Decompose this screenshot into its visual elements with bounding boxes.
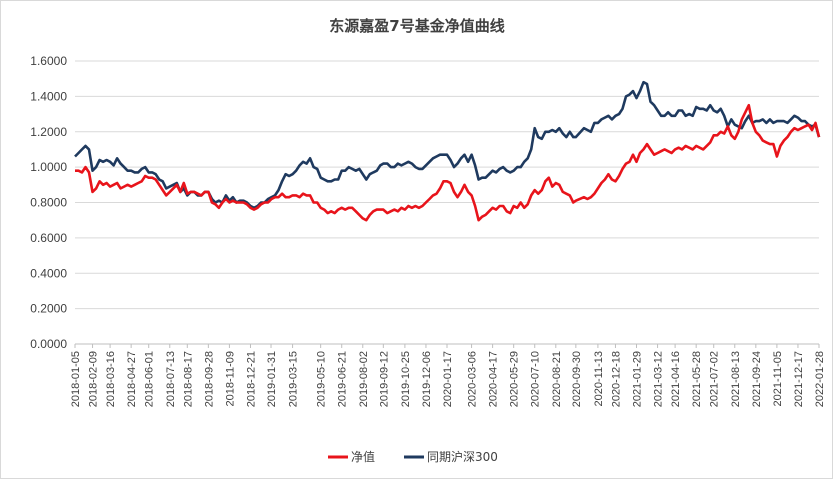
legend: 净值 同期沪深300	[328, 449, 498, 464]
y-tick-label: 0.2000	[30, 302, 67, 316]
y-tick-label: 0.0000	[30, 337, 67, 351]
y-tick-label: 0.4000	[30, 266, 67, 280]
chart-title: 东源嘉盈7号基金净值曲线	[329, 17, 504, 35]
x-tick-label: 2021-08-13	[730, 351, 742, 407]
y-tick-label: 0.6000	[30, 231, 67, 245]
legend-label-index: 同期沪深300	[427, 450, 498, 464]
x-tick-label: 2022-01-28	[814, 351, 826, 407]
x-tick-label: 2020-11-13	[593, 351, 605, 406]
x-tick-label: 2020-09-30	[571, 351, 583, 407]
x-tick-label: 2020-04-17	[488, 351, 500, 407]
x-tick-label: 2020-07-10	[530, 351, 542, 407]
y-tick-label: 1.6000	[30, 54, 67, 68]
x-tick-label: 2018-07-13	[165, 351, 177, 407]
x-tick-label: 2020-01-17	[442, 351, 454, 407]
x-tick-label: 2018-06-01	[144, 351, 156, 407]
x-tick-label: 2019-03-15	[288, 351, 300, 407]
legend-label-nav: 净值	[351, 449, 375, 464]
y-tick-label: 1.4000	[30, 89, 67, 103]
x-tick-label: 2018-01-05	[70, 351, 82, 407]
x-tick-label: 2018-09-28	[203, 351, 215, 407]
y-tick-label: 0.8000	[30, 196, 67, 210]
x-tick-label: 2020-12-18	[610, 351, 622, 407]
y-tick-label: 1.2000	[30, 125, 67, 139]
x-tick-label: 2019-01-31	[266, 351, 278, 407]
x-tick-label: 2020-03-06	[467, 351, 479, 407]
nav-series-line	[75, 103, 821, 222]
x-tick-label: 2018-12-21	[245, 351, 257, 407]
x-tick-label: 2021-07-02	[709, 351, 721, 407]
x-tick-label: 2019-12-06	[421, 351, 433, 407]
y-tick-labels: 0.0000 0.2000 0.4000 0.6000 0.8000 1.0000 1.20…	[30, 54, 67, 351]
x-tick-labels: 2018-01-05 2018-02-09 2018-03-16 2018-04-27…	[70, 344, 826, 407]
y-gridlines	[75, 60, 819, 345]
x-tick-label: 2019-06-21	[337, 351, 349, 407]
x-tick-label: 2019-08-02	[358, 351, 370, 407]
x-tick-label: 2018-02-09	[88, 351, 100, 407]
x-tick-label: 2021-11-05	[772, 351, 784, 406]
x-tick-label: 2019-10-25	[400, 351, 412, 407]
x-tick-label: 2018-04-27	[126, 351, 138, 407]
x-tick-label: 2020-08-21	[551, 351, 563, 407]
x-tick-label: 2021-09-24	[751, 351, 763, 407]
x-tick-label: 2021-01-29	[632, 351, 644, 407]
x-tick-label: 2021-12-17	[793, 351, 805, 407]
x-tick-label: 2018-11-09	[224, 351, 236, 406]
x-tick-label: 2021-04-16	[670, 351, 682, 407]
x-tick-label: 2019-05-10	[316, 351, 328, 407]
x-tick-label: 2020-05-29	[509, 351, 521, 407]
y-tick-label: 1.0000	[30, 160, 67, 174]
x-tick-label: 2018-08-17	[182, 351, 194, 407]
x-tick-label: 2021-03-12	[653, 351, 665, 407]
x-tick-label: 2019-09-12	[378, 351, 390, 407]
series-lines	[74, 80, 821, 222]
x-tick-label: 2018-03-16	[105, 351, 117, 407]
x-tick-label: 2021-05-28	[691, 351, 703, 407]
